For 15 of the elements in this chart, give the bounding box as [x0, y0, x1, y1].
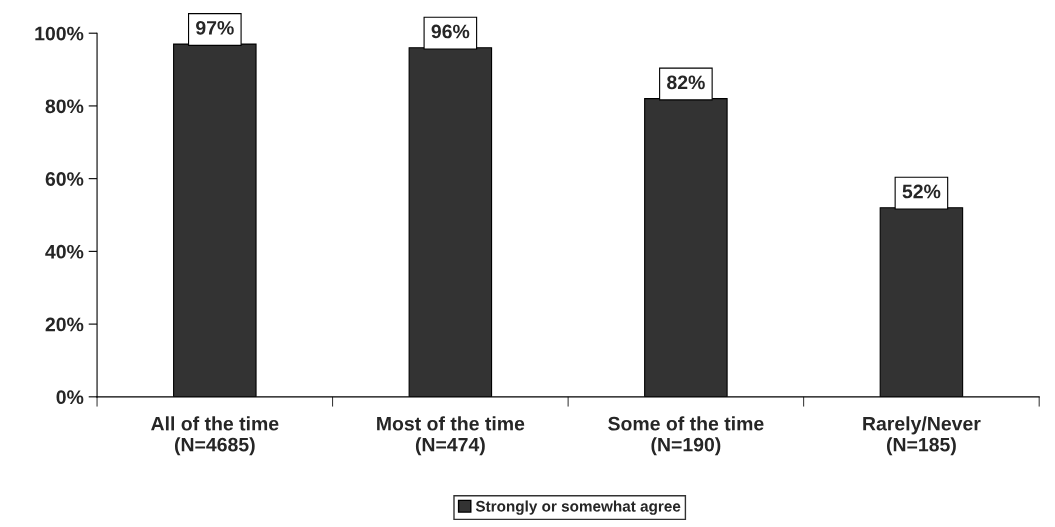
y-tick-label: 20%	[45, 317, 84, 332]
data-label: 97%	[196, 20, 234, 35]
x-tick-label: Most of the time (N=474)	[377, 416, 525, 456]
data-label: 96%	[431, 24, 470, 39]
x-tick-label: Rarely/Never (N=185)	[863, 416, 981, 456]
legend-label: Strongly or somewhat agree	[475, 500, 681, 515]
y-tick-label: 0%	[56, 390, 84, 405]
x-tick-label: Some of the time (N=190)	[608, 416, 764, 456]
y-tick-label: 40%	[45, 244, 84, 259]
y-tick-label: 80%	[45, 99, 84, 114]
data-label: 82%	[667, 75, 705, 90]
data-label: 52%	[902, 184, 941, 199]
x-tick-label: All of the time (N=4685)	[151, 416, 279, 456]
y-tick-label: 100%	[35, 26, 84, 41]
y-tick-label: 60%	[45, 172, 84, 186]
